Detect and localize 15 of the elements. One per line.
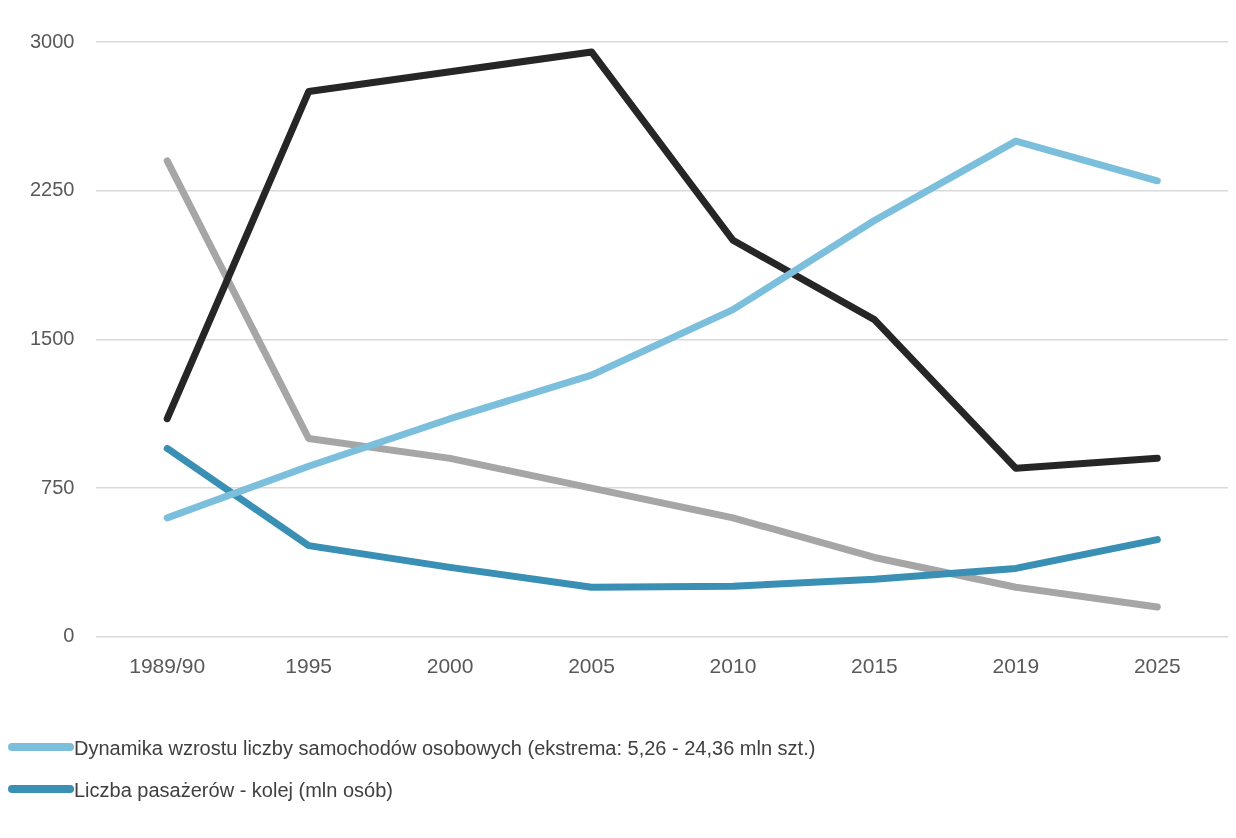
- x-tick-label: 2015: [851, 654, 898, 678]
- legend-label: Liczba pasażerów - kolej (mln osób): [74, 778, 394, 803]
- x-tick-label: 2019: [992, 654, 1040, 678]
- x-tick-label: 2025: [1133, 654, 1181, 678]
- x-tick-label: 1989/90: [129, 654, 206, 678]
- y-tick-label: 1500: [29, 326, 75, 349]
- x-tick-label: 2000: [426, 654, 474, 678]
- x-tick-label: 1995: [285, 654, 333, 678]
- y-tick-label: 750: [41, 475, 75, 498]
- y-tick-label: 0: [63, 624, 75, 647]
- y-tick-label: 3000: [29, 29, 75, 52]
- legend-label: Dynamika wzrostu liczby samochodów osobowych (ekstrema: 5,26 - 24,36 mln szt.): [74, 736, 816, 761]
- y-tick-label: 2250: [29, 178, 75, 201]
- x-tick-label: 2005: [568, 654, 615, 678]
- x-tick-label: 2010: [709, 654, 757, 678]
